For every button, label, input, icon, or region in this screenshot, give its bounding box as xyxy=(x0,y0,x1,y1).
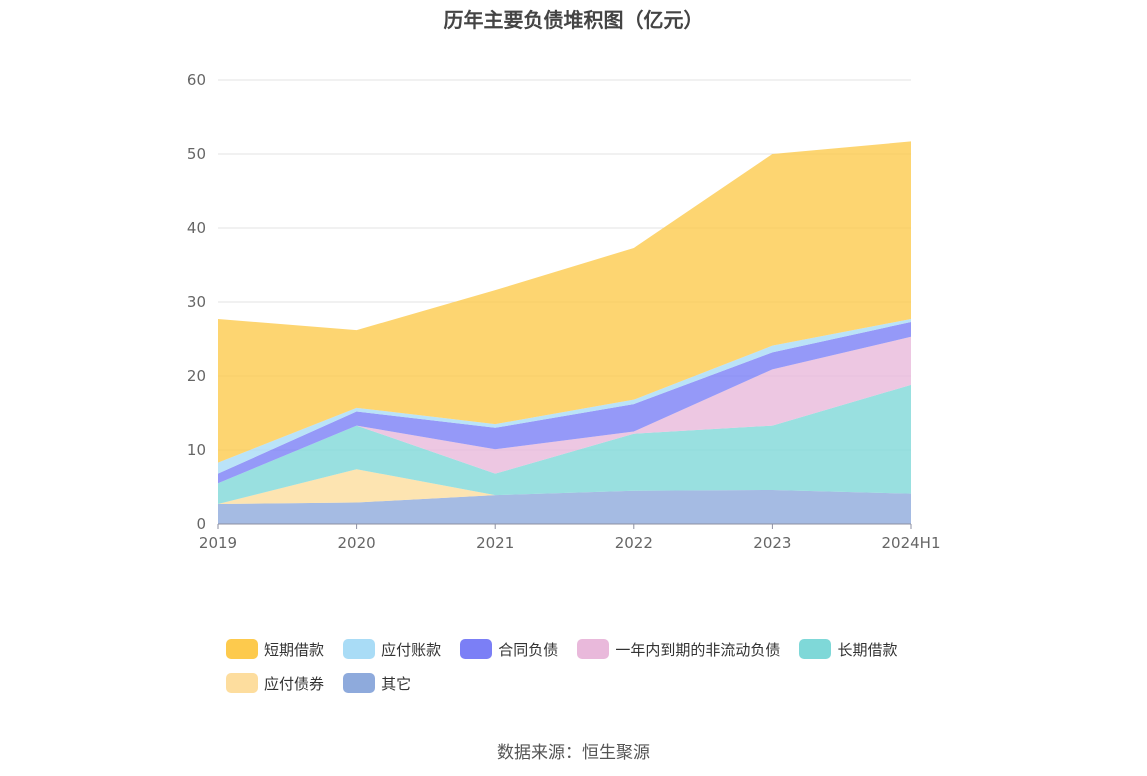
legend-item-short-term-loans[interactable]: 短期借款 xyxy=(226,638,324,660)
legend-swatch xyxy=(799,639,832,659)
area-series xyxy=(218,319,911,474)
x-tick-label: 2022 xyxy=(615,534,653,552)
legend-swatch xyxy=(226,639,258,659)
area-series xyxy=(218,384,911,505)
area-series xyxy=(218,141,911,463)
legend-item-current-noncurrent-liabilities[interactable]: 一年内到期的非流动负债 xyxy=(577,638,780,660)
stacked-area-chart: 0 10 20 30 40 50 60 2019 2020 2021 2022 2023 2024H1 xyxy=(187,71,941,552)
x-tick-label: 2020 xyxy=(338,534,376,552)
y-tick-label: 50 xyxy=(187,145,206,163)
x-tick-label: 2019 xyxy=(199,534,237,552)
area-series xyxy=(218,321,911,484)
legend-item-bonds-payable[interactable]: 应付债券 xyxy=(226,672,324,694)
legend-label: 长期借款 xyxy=(837,640,898,659)
y-tick-label: 40 xyxy=(187,219,206,237)
legend-item-contract-liabilities[interactable]: 合同负债 xyxy=(460,638,558,660)
legend-item-long-term-loans[interactable]: 长期借款 xyxy=(799,638,897,660)
x-tick-label: 2023 xyxy=(753,534,791,552)
area-series xyxy=(218,489,911,524)
legend-label: 合同负债 xyxy=(498,640,559,659)
x-tick-label: 2024H1 xyxy=(882,534,941,552)
y-tick-label: 30 xyxy=(187,293,206,311)
data-source-note: 数据来源：恒生聚源 xyxy=(497,743,650,763)
legend-swatch xyxy=(343,673,376,693)
legend-item-accounts-payable[interactable]: 应付账款 xyxy=(343,638,441,660)
legend-swatch xyxy=(226,673,258,693)
chart-legend: 短期借款 应付账款 合同负债 一年内到期的非流动负债 长期借款 应付债券 其它 xyxy=(226,638,986,706)
legend-label: 短期借款 xyxy=(264,640,325,659)
legend-swatch xyxy=(460,639,493,659)
legend-label: 应付账款 xyxy=(381,640,442,659)
legend-label: 其它 xyxy=(381,674,412,693)
area-series xyxy=(218,336,911,484)
legend-item-other[interactable]: 其它 xyxy=(343,672,411,694)
area-series xyxy=(218,469,911,505)
legend-swatch xyxy=(343,639,376,659)
chart-title: 历年主要负债堆积图（亿元） xyxy=(443,8,704,32)
y-tick-label: 0 xyxy=(196,515,206,533)
legend-swatch xyxy=(577,639,610,659)
legend-label: 一年内到期的非流动负债 xyxy=(615,640,781,659)
y-tick-label: 20 xyxy=(187,367,206,385)
x-tick-label: 2021 xyxy=(476,534,514,552)
legend-label: 应付债券 xyxy=(264,674,325,693)
y-tick-label: 60 xyxy=(187,71,206,89)
y-tick-label: 10 xyxy=(187,441,206,459)
